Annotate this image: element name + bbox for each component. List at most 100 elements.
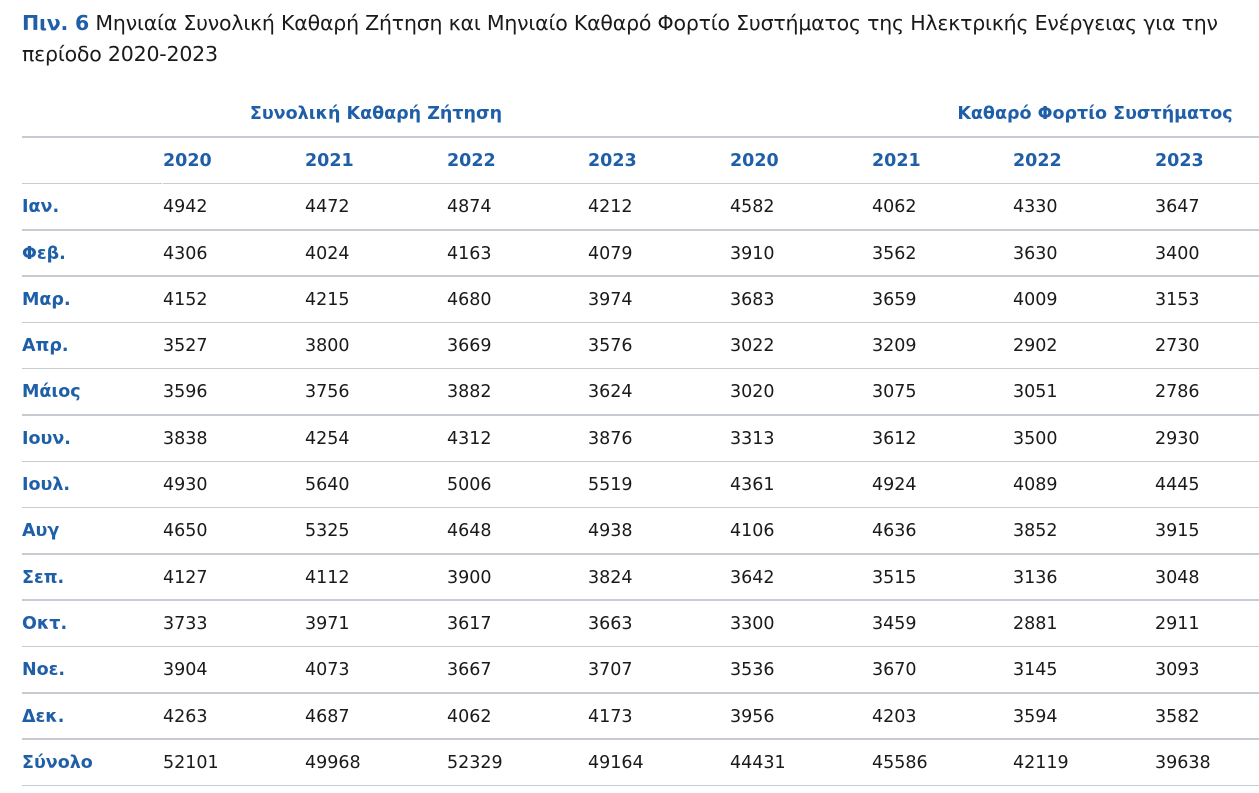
table-row: Δεκ. 4263 4687 4062 4173 3956 4203 3594 3582 xyxy=(22,694,1259,740)
value-cell: 3800 xyxy=(305,336,350,357)
value-cell: 4112 xyxy=(305,567,350,588)
table-row: Νοε. 3904 4073 3667 3707 3536 3670 3145 3093 xyxy=(22,647,1259,694)
row-divider xyxy=(22,553,1259,555)
value-cell: 4203 xyxy=(872,706,917,727)
value-cell: 4073 xyxy=(305,660,350,681)
row-divider xyxy=(22,599,1259,601)
data-table: Συνολική Καθαρή Ζήτηση Καθαρό Φορτίο Συσ… xyxy=(22,92,1259,787)
value-cell: 5325 xyxy=(305,521,350,542)
month-label: Μαρ. xyxy=(22,289,71,310)
value-cell: 3093 xyxy=(1155,660,1200,681)
month-label: Δεκ. xyxy=(22,706,65,727)
year-header: 2022 xyxy=(1013,151,1062,171)
value-cell: 4163 xyxy=(447,243,492,264)
value-cell: 4648 xyxy=(447,521,492,542)
table-row: Αυγ 4650 5325 4648 4938 4106 4636 3852 3915 xyxy=(22,508,1259,555)
value-cell: 4924 xyxy=(872,475,917,496)
table-row: Απρ. 3527 3800 3669 3576 3022 3209 2902 2730 xyxy=(22,323,1259,370)
year-header: 2020 xyxy=(163,151,212,171)
value-cell: 3733 xyxy=(163,613,208,634)
table-row: Σεπ. 4127 4112 3900 3824 3642 3515 3136 3048 xyxy=(22,555,1259,601)
value-cell: 3515 xyxy=(872,567,917,588)
value-cell: 3956 xyxy=(730,706,775,727)
value-cell: 3136 xyxy=(1013,567,1058,588)
row-divider xyxy=(22,367,1259,370)
value-cell: 3153 xyxy=(1155,289,1200,310)
month-label: Σύνολο xyxy=(22,752,93,773)
value-cell: 3910 xyxy=(730,243,775,264)
value-cell: 3838 xyxy=(163,428,208,449)
row-divider xyxy=(22,182,162,185)
group-header-net-system-load: Καθαρό Φορτίο Συστήματος xyxy=(957,104,1233,124)
value-cell: 3756 xyxy=(305,382,350,403)
value-cell: 3974 xyxy=(588,289,633,310)
group-header-rule xyxy=(22,136,1259,138)
month-label: Ιουλ. xyxy=(22,475,71,496)
table-title: Πιν. 6 Μηνιαία Συνολική Καθαρή Ζήτηση κα… xyxy=(22,8,1252,70)
table-row: Ιουν. 3838 4254 4312 3876 3313 3612 3500 2930 xyxy=(22,416,1259,463)
value-cell: 39638 xyxy=(1155,752,1211,773)
value-cell: 4009 xyxy=(1013,289,1058,310)
value-cell: 52329 xyxy=(447,752,503,773)
value-cell: 3459 xyxy=(872,613,917,634)
row-divider xyxy=(163,182,1259,185)
value-cell: 3630 xyxy=(1013,243,1058,264)
month-label: Απρ. xyxy=(22,336,69,357)
value-cell: 49968 xyxy=(305,752,361,773)
value-cell: 4215 xyxy=(305,289,350,310)
value-cell: 3500 xyxy=(1013,428,1058,449)
value-cell: 3051 xyxy=(1013,382,1058,403)
value-cell: 4472 xyxy=(305,197,350,218)
row-divider xyxy=(22,738,1259,740)
value-cell: 3669 xyxy=(447,336,492,357)
month-label: Οκτ. xyxy=(22,613,68,634)
value-cell: 4582 xyxy=(730,197,775,218)
value-cell: 3670 xyxy=(872,660,917,681)
table-caption: Μηνιαία Συνολική Καθαρή Ζήτηση και Μηνια… xyxy=(22,11,1218,66)
value-cell: 4938 xyxy=(588,521,633,542)
value-cell: 3612 xyxy=(872,428,917,449)
value-cell: 4152 xyxy=(163,289,208,310)
value-cell: 3527 xyxy=(163,336,208,357)
value-cell: 3915 xyxy=(1155,521,1200,542)
value-cell: 3663 xyxy=(588,613,633,634)
year-header: 2021 xyxy=(872,151,921,171)
value-cell: 4079 xyxy=(588,243,633,264)
month-label: Ιουν. xyxy=(22,428,71,449)
value-cell: 3594 xyxy=(1013,706,1058,727)
year-header: 2023 xyxy=(588,151,637,171)
month-label: Ιαν. xyxy=(22,197,60,218)
value-cell: 2881 xyxy=(1013,613,1058,634)
value-cell: 5640 xyxy=(305,475,350,496)
value-cell: 45586 xyxy=(872,752,928,773)
row-divider xyxy=(22,229,1259,231)
table-row: Σύνολο 52101 49968 52329 49164 44431 45586 4211… xyxy=(22,740,1259,787)
value-cell: 2786 xyxy=(1155,382,1200,403)
value-cell: 4062 xyxy=(447,706,492,727)
value-cell: 2730 xyxy=(1155,336,1200,357)
value-cell: 4306 xyxy=(163,243,208,264)
table-row: Ιαν. 4942 4472 4874 4212 4582 4062 4330 3647 xyxy=(22,184,1259,231)
value-cell: 42119 xyxy=(1013,752,1069,773)
value-cell: 3582 xyxy=(1155,706,1200,727)
value-cell: 3022 xyxy=(730,336,775,357)
value-cell: 3400 xyxy=(1155,243,1200,264)
value-cell: 3617 xyxy=(447,613,492,634)
value-cell: 4212 xyxy=(588,197,633,218)
value-cell: 3904 xyxy=(163,660,208,681)
value-cell: 4254 xyxy=(305,428,350,449)
table-row: Ιουλ. 4930 5640 5006 5519 4361 4924 4089 4445 xyxy=(22,462,1259,509)
value-cell: 3145 xyxy=(1013,660,1058,681)
row-divider xyxy=(22,692,1259,694)
value-cell: 3020 xyxy=(730,382,775,403)
value-cell: 3596 xyxy=(163,382,208,403)
value-cell: 4930 xyxy=(163,475,208,496)
value-cell: 44431 xyxy=(730,752,786,773)
month-label: Αυγ xyxy=(22,521,60,542)
value-cell: 3576 xyxy=(588,336,633,357)
value-cell: 3536 xyxy=(730,660,775,681)
value-cell: 5519 xyxy=(588,475,633,496)
year-header: 2020 xyxy=(730,151,779,171)
group-header-total-net-demand: Συνολική Καθαρή Ζήτηση xyxy=(249,104,503,124)
value-cell: 4127 xyxy=(163,567,208,588)
